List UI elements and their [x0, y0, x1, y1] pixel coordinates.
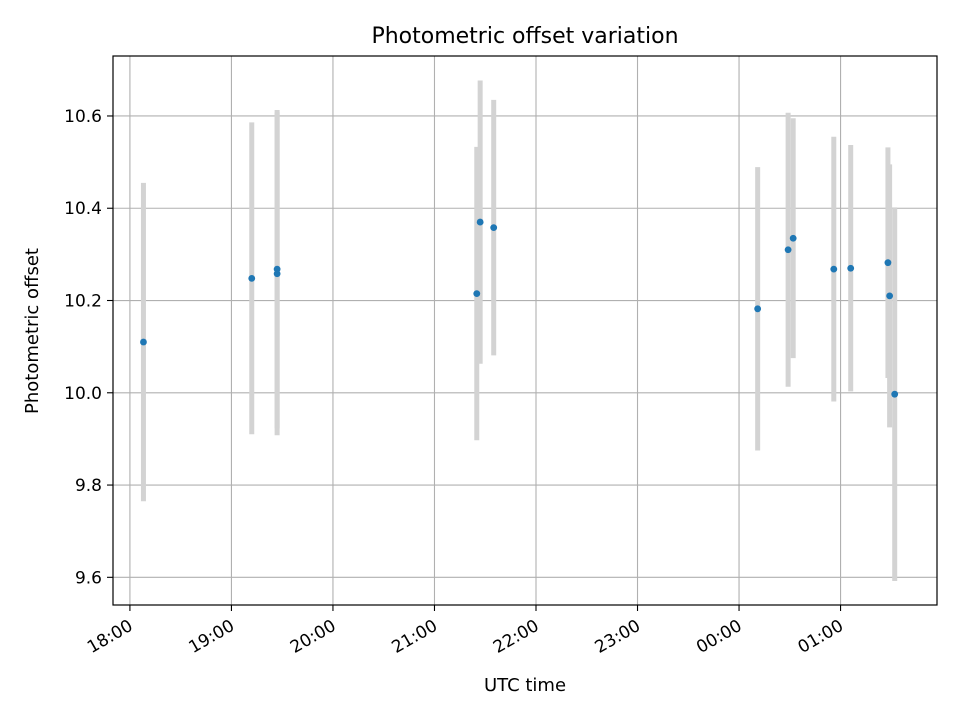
- data-point: [754, 305, 762, 313]
- data-point: [490, 224, 498, 232]
- data-point: [473, 290, 481, 297]
- data-point: [830, 265, 838, 273]
- data-point: [789, 234, 797, 242]
- point-layer: [140, 218, 899, 398]
- data-point: [884, 259, 892, 267]
- y-tick-label: 10.2: [64, 292, 102, 312]
- data-point: [476, 218, 484, 226]
- grid-layer: [113, 56, 937, 605]
- y-axis-label: Photometric offset: [22, 248, 43, 414]
- data-point: [847, 264, 855, 272]
- chart-title: Photometric offset variation: [371, 24, 678, 49]
- plot-frame: [112, 55, 938, 606]
- y-tick-label: 9.6: [75, 568, 102, 588]
- data-point: [784, 246, 792, 254]
- data-point: [140, 338, 147, 346]
- y-tick-label: 10.0: [64, 384, 102, 404]
- data-point: [886, 292, 894, 300]
- data-point: [891, 390, 899, 398]
- y-tick-label: 9.8: [75, 476, 102, 496]
- y-tick-label: 10.6: [64, 107, 102, 127]
- data-point: [273, 265, 281, 273]
- x-axis-label: UTC time: [484, 675, 566, 696]
- data-point: [248, 274, 256, 282]
- y-tick-layer: 9.6 9.8 10.0 10.2 10.4 10.6: [64, 107, 113, 588]
- y-tick-label: 10.4: [64, 199, 102, 219]
